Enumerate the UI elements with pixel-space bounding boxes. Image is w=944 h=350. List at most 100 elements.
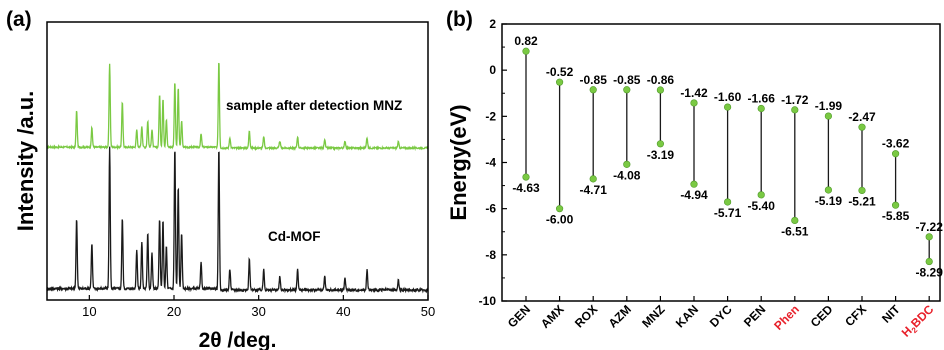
x-tick-label: 40 (336, 304, 350, 319)
panel-a-x-axis-label: 2θ /deg. (199, 329, 277, 350)
high-energy-point (925, 233, 933, 241)
low-value-label: -4.08 (613, 168, 641, 182)
category-label-text: PEN (741, 302, 768, 329)
panel-b-marks: 0.82-4.63-0.52-6.00-0.85-4.71-0.85-4.08-… (512, 34, 943, 279)
high-value-label: -2.47 (848, 110, 876, 124)
low-energy-point (522, 173, 530, 181)
high-value-label: -0.52 (546, 65, 574, 79)
panel-b-y-axis-label: Energy(eV) (446, 104, 471, 220)
low-value-label: -5.71 (714, 206, 742, 220)
high-energy-point (623, 86, 631, 94)
category-label-text: AMX (538, 302, 567, 331)
category-label: CED (808, 302, 836, 330)
low-energy-point (858, 186, 866, 195)
high-value-label: -0.85 (613, 73, 641, 87)
category-label: Phen (771, 302, 802, 333)
x-tick-label: 50 (421, 304, 435, 319)
category-label-text: CED (808, 302, 836, 330)
panel-a-xrd-chart: (a) Intensity /a.u. sample after detecti… (6, 8, 435, 350)
high-value-label: -0.85 (580, 73, 608, 87)
series-label: sample after detection MNZ (226, 98, 402, 113)
y-tick-label: 2 (489, 17, 496, 31)
category-label-text: KAN (673, 302, 701, 330)
low-value-label: -4.63 (512, 181, 540, 195)
low-energy-point (925, 257, 933, 266)
low-energy-point (656, 140, 665, 148)
high-value-label: -1.66 (748, 91, 776, 105)
x-tick-label: 30 (251, 304, 265, 319)
category-label: DYC (707, 302, 735, 330)
y-tick-label: -10 (479, 294, 497, 308)
category-label: AZM (606, 302, 634, 330)
high-value-label: -0.86 (647, 73, 675, 87)
low-energy-point (690, 180, 698, 188)
panel-a-y-axis-label: Intensity /a.u. (13, 91, 38, 232)
low-value-label: -5.19 (815, 194, 843, 208)
high-value-label: 0.82 (514, 34, 538, 48)
panel-a-x-ticks: 10 20 30 40 50 (82, 295, 435, 319)
xrd-series-line (46, 62, 429, 152)
low-value-label: -5.21 (848, 194, 876, 208)
high-energy-point (791, 106, 799, 114)
category-label: MNZ (639, 302, 667, 330)
category-label: NIT (879, 302, 903, 326)
low-energy-point (757, 191, 765, 199)
high-value-label: -7.22 (916, 220, 944, 234)
series-label: Cd-MOF (268, 229, 320, 244)
low-energy-point (723, 198, 732, 206)
panel-b-x-ticks: GEN AMX ROX AZM MNZ KAN DYC PEN Phen CED CFX NITH2B… (505, 296, 937, 340)
low-value-label: -8.29 (916, 266, 944, 280)
high-energy-point (891, 150, 900, 158)
category-label-text: ROX (572, 302, 600, 330)
panel-a-series-group: sample after detection MNZ Cd-MOF (46, 62, 429, 294)
low-value-label: -3.19 (647, 148, 675, 162)
high-energy-point (555, 78, 564, 86)
panel-a-plot-frame (46, 21, 429, 301)
category-label-text: CFX (842, 302, 869, 329)
category-label-subscript: 2 (910, 325, 920, 335)
x-tick-label: 20 (167, 304, 181, 319)
low-value-label: -6.51 (781, 224, 809, 238)
high-value-label: -1.99 (815, 99, 843, 113)
high-energy-point (757, 104, 765, 113)
high-value-label: -1.60 (714, 90, 742, 104)
high-value-label: -3.62 (882, 137, 910, 151)
category-label-tail: BDC (908, 302, 937, 331)
y-tick-label: -8 (485, 248, 496, 262)
y-tick-label: 0 (489, 63, 496, 77)
category-label: KAN (673, 302, 701, 330)
category-label-text: NIT (879, 302, 903, 326)
x-tick-label: 10 (82, 304, 96, 319)
low-energy-point (589, 175, 597, 183)
low-energy-point (555, 205, 564, 213)
panel-b-y-ticks: -10 -8 -6 -4 -2 0 2 (479, 17, 507, 308)
low-value-label: -4.94 (680, 188, 708, 202)
high-energy-point (656, 86, 665, 94)
low-energy-point (891, 201, 900, 209)
low-value-label: -4.71 (580, 183, 608, 197)
category-label-text: DYC (707, 302, 735, 330)
category-label-text: Phen (771, 302, 802, 333)
high-energy-point (824, 112, 833, 120)
category-label: AMX (538, 302, 567, 331)
xrd-series-line (46, 146, 429, 294)
panel-b-energy-chart: (b) Energy(eV) -10 -8 -6 -4 -2 0 2 0.82 -4.63 -0… (446, 8, 943, 340)
category-label-text: AZM (606, 302, 634, 330)
panel-b-label: (b) (446, 8, 473, 31)
category-label: PEN (741, 302, 768, 329)
high-value-label: -1.42 (680, 86, 708, 100)
panel-a-label: (a) (6, 8, 32, 31)
high-energy-point (589, 86, 597, 94)
y-tick-label: -4 (485, 156, 496, 170)
low-value-label: -5.40 (748, 199, 776, 213)
low-energy-point (623, 160, 631, 168)
category-label: GEN (505, 302, 533, 330)
high-energy-point (858, 123, 866, 131)
high-energy-point (723, 103, 732, 111)
category-label-text: MNZ (639, 302, 667, 330)
high-energy-point (690, 99, 698, 107)
y-tick-label: -2 (485, 109, 496, 123)
category-label: CFX (842, 302, 869, 329)
high-energy-point (522, 47, 530, 55)
